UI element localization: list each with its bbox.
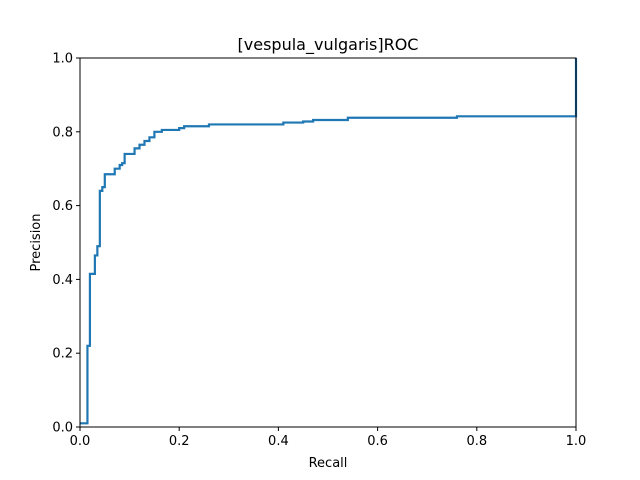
y-tick-label: 0.6 xyxy=(52,199,73,214)
x-tick-label: 1.0 xyxy=(566,434,587,449)
x-tick-label: 0.2 xyxy=(169,434,190,449)
y-tick-label: 0.8 xyxy=(52,125,73,140)
x-tick-label: 0.6 xyxy=(367,434,388,449)
precision-recall-line xyxy=(80,58,578,425)
y-axis: 0.0 0.2 0.4 0.6 0.8 1.0 xyxy=(52,52,80,436)
chart-title: [vespula_vulgaris]ROC xyxy=(238,35,419,55)
y-axis-label: Precision xyxy=(29,213,44,271)
y-tick-label: 0.4 xyxy=(52,273,73,288)
x-axis-label: Recall xyxy=(309,456,348,471)
plot-area xyxy=(80,58,578,425)
x-tick-label: 0.0 xyxy=(70,434,91,449)
y-tick-label: 0.0 xyxy=(52,421,73,436)
y-tick-label: 1.0 xyxy=(52,52,73,67)
plot-frame xyxy=(79,57,577,428)
x-tick-label: 0.8 xyxy=(466,434,487,449)
x-tick-label: 0.4 xyxy=(268,434,289,449)
y-tick-label: 0.2 xyxy=(52,347,73,362)
x-axis: 0.0 0.2 0.4 0.6 0.8 1.0 xyxy=(70,427,587,449)
